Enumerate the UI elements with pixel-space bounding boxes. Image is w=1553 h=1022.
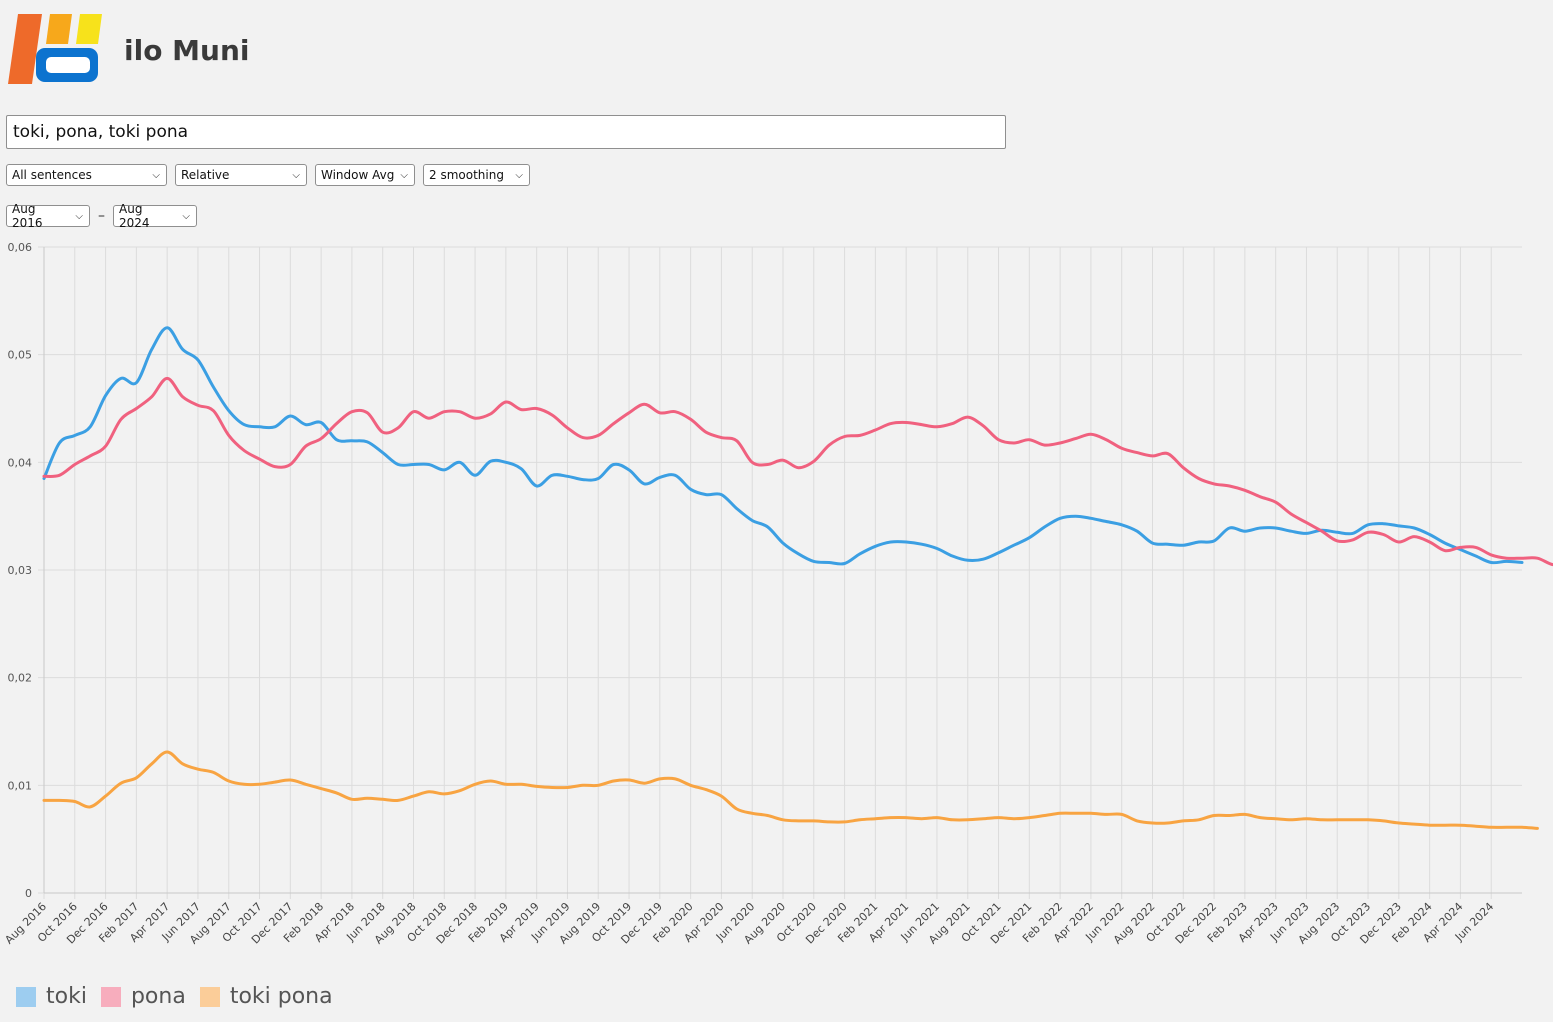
chevron-down-icon: ⌵: [182, 210, 190, 222]
date-range-separator: –: [98, 208, 105, 224]
chevron-down-icon: ⌵: [75, 210, 83, 222]
control-bar: All sentences ⌵ Relative ⌵ Window Avg ⌵ …: [6, 164, 530, 186]
y-tick-label: 0,01: [8, 779, 33, 792]
chevron-down-icon: ⌵: [292, 169, 300, 181]
chevron-down-icon: ⌵: [152, 169, 160, 181]
ilo-muni-logo: [8, 14, 102, 84]
chevron-down-icon: ⌵: [515, 169, 523, 181]
end-date-value: Aug 2024: [119, 202, 150, 230]
legend-swatch-toki-pona: [199, 986, 220, 1007]
smoothing-method-select[interactable]: Window Avg ⌵: [315, 164, 415, 186]
legend-item-pona[interactable]: pona: [100, 984, 186, 1009]
header: [6, 12, 102, 86]
app-title: ilo Muni: [124, 34, 250, 67]
mode-select[interactable]: Relative ⌵: [175, 164, 307, 186]
series-line-toki: [42, 326, 1524, 566]
smoothing-select-value: 2 smoothing: [429, 168, 504, 182]
scope-select[interactable]: All sentences ⌵: [6, 164, 167, 186]
search-input[interactable]: [6, 115, 1006, 149]
axes: [43, 247, 1522, 894]
y-axis-labels: 0 0,01 0,02 0,03 0,04 0,05 0,06: [8, 241, 33, 900]
smoothing-select[interactable]: 2 smoothing ⌵: [423, 164, 530, 186]
legend-item-toki[interactable]: toki: [16, 984, 87, 1009]
mode-select-value: Relative: [181, 168, 230, 182]
series-lines: [42, 326, 1553, 830]
legend-item-toki-pona[interactable]: toki pona: [199, 984, 333, 1009]
legend-label-toki: toki: [46, 984, 87, 1009]
start-date-value: Aug 2016: [12, 202, 43, 230]
y-tick-label: 0,03: [8, 564, 33, 577]
start-date-select[interactable]: Aug 2016 ⌵: [6, 202, 90, 230]
end-date-select[interactable]: Aug 2024 ⌵: [113, 202, 197, 230]
y-tick-label: 0,02: [8, 672, 33, 685]
chevron-down-icon: ⌵: [400, 169, 408, 181]
series-line-toki-pona: [42, 750, 1539, 830]
y-tick-label: 0,06: [8, 241, 33, 254]
scope-select-value: All sentences: [12, 168, 92, 182]
smoothing-method-value: Window Avg: [321, 168, 395, 182]
legend-label-pona: pona: [130, 984, 186, 1009]
legend-swatch-pona: [100, 986, 121, 1007]
y-tick-label: 0,04: [8, 456, 33, 469]
x-grid: [43, 247, 1492, 899]
legend-label-toki-pona: toki pona: [229, 984, 333, 1009]
legend-swatch-toki: [16, 986, 36, 1007]
y-tick-label: 0: [25, 887, 32, 900]
legend: toki pona toki pona: [16, 984, 347, 1009]
y-tick-label: 0,05: [8, 349, 33, 362]
y-grid: [38, 246, 1522, 894]
date-range: Aug 2016 ⌵ – Aug 2024 ⌵: [6, 202, 197, 230]
series-line-pona: [42, 376, 1553, 567]
